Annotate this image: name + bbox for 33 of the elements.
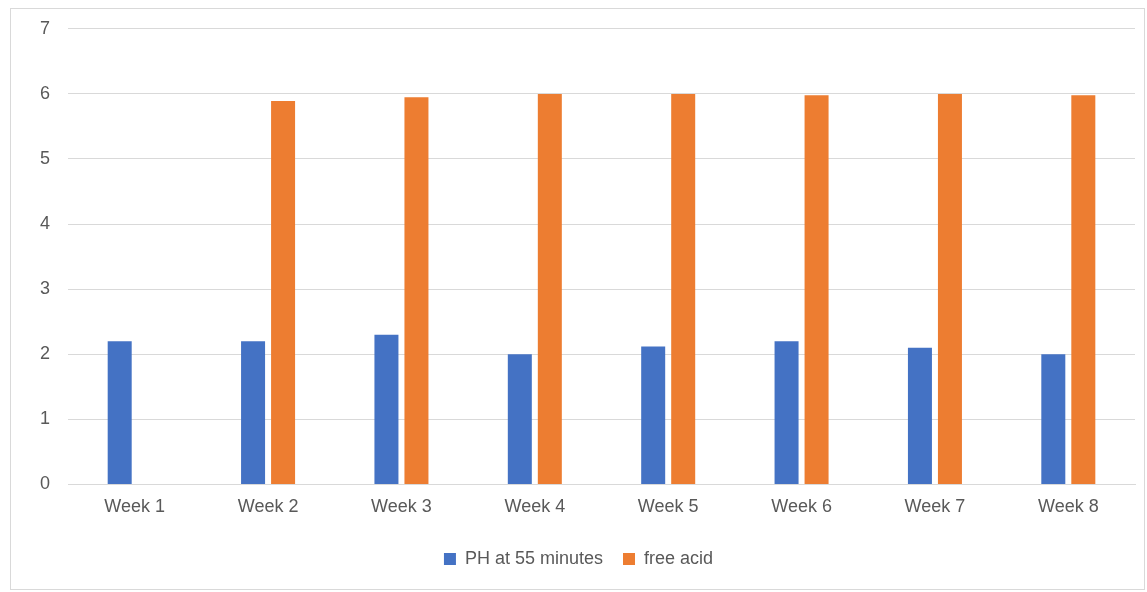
x-tick-label: Week 2 bbox=[237, 496, 299, 517]
x-tick-label: Week 8 bbox=[1037, 496, 1099, 517]
bar bbox=[507, 354, 532, 484]
bar bbox=[241, 341, 266, 484]
x-tick-label: Week 1 bbox=[104, 496, 166, 517]
y-tick-label: 7 bbox=[40, 17, 51, 38]
y-tick-label: 2 bbox=[40, 343, 51, 364]
y-tick-label: 4 bbox=[40, 213, 51, 234]
bar bbox=[107, 341, 132, 484]
legend-label: PH at 55 minutes bbox=[464, 547, 604, 568]
x-tick-label: Week 7 bbox=[904, 496, 966, 517]
bar bbox=[1041, 354, 1066, 484]
y-tick-label: 5 bbox=[40, 147, 51, 168]
bar bbox=[374, 334, 399, 484]
bar bbox=[907, 347, 932, 484]
bar bbox=[404, 97, 429, 484]
bar bbox=[641, 346, 666, 484]
y-tick-label: 1 bbox=[40, 408, 51, 429]
bar bbox=[804, 95, 829, 484]
bar bbox=[271, 101, 296, 484]
x-tick-label: Week 4 bbox=[504, 496, 566, 517]
bar bbox=[774, 341, 799, 484]
y-tick-label: 0 bbox=[40, 473, 51, 494]
x-tick-label: Week 5 bbox=[637, 496, 699, 517]
bar bbox=[537, 93, 562, 484]
y-tick-label: 6 bbox=[40, 82, 51, 103]
x-tick-label: Week 6 bbox=[771, 496, 832, 517]
bar bbox=[671, 93, 696, 484]
y-tick-label: 3 bbox=[40, 278, 51, 299]
legend-label: free acid bbox=[644, 547, 714, 568]
bar bbox=[937, 93, 962, 484]
bar bbox=[1071, 95, 1096, 484]
x-tick-label: Week 3 bbox=[371, 496, 432, 517]
